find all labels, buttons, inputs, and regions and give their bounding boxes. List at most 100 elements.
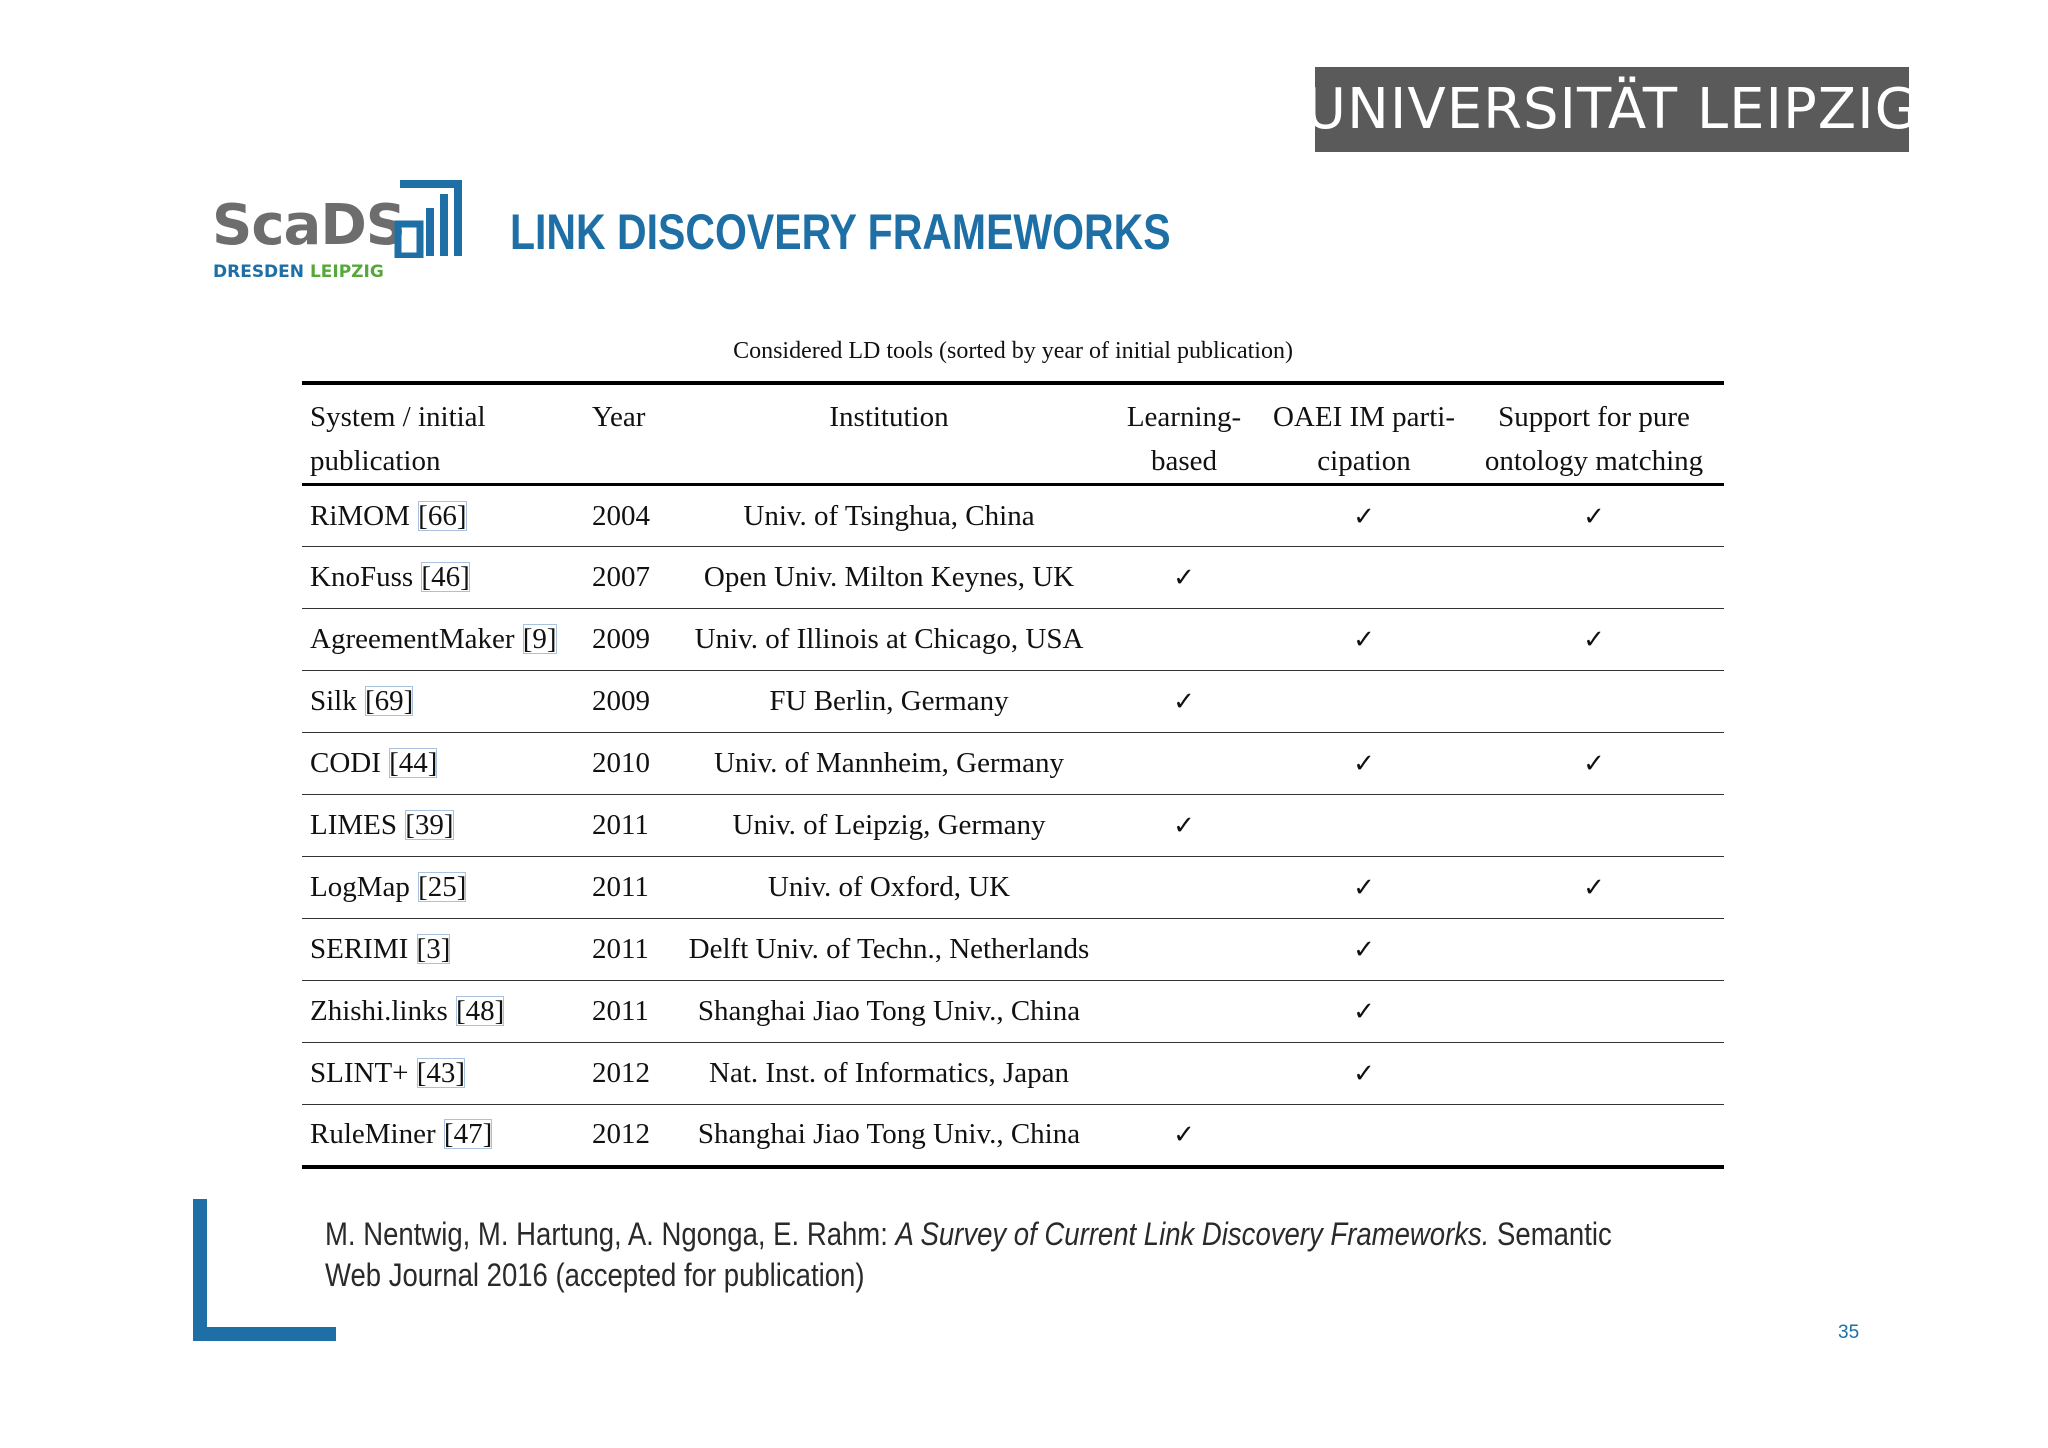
table-row: Zhishi.links [48] 2011 Shanghai Jiao Tong … (302, 980, 1724, 1043)
logo-wordmark: ScaDS (212, 193, 406, 258)
cell-year: 2004 (584, 484, 674, 547)
table-row: AgreementMaker [9] 2009 Univ. of Illinois … (302, 608, 1724, 671)
logo-sub-leipzig: LEIPZIG (309, 262, 384, 282)
reference-link: [44] (389, 747, 438, 779)
institution-value: FU Berlin, Germany (769, 685, 1009, 717)
logo-bars-icon (394, 180, 462, 258)
cell-oaei: ✓ (1264, 732, 1464, 795)
table-row: KnoFuss [46] 2007 Open Univ. Milton Keynes… (302, 546, 1724, 609)
cell-oaei: ✓ (1264, 1042, 1464, 1105)
table-row: Silk [69] 2009 FU Berlin, Germany ✓ (302, 670, 1724, 733)
cell-learning (1104, 1042, 1264, 1105)
table-header-row: System / initial publication Year Instit… (302, 383, 1724, 486)
check-icon: ✓ (1173, 563, 1195, 593)
system-name: AgreementMaker (310, 623, 515, 655)
cell-year: 2007 (584, 546, 674, 609)
year-value: 2011 (592, 809, 649, 841)
cell-institution: Univ. of Mannheim, Germany (674, 732, 1104, 795)
cell-institution: Shanghai Jiao Tong Univ., China (674, 980, 1104, 1043)
cell-year: 2011 (584, 918, 674, 981)
reference-link: [43] (416, 1057, 466, 1089)
header-oaei: OAEI IM parti- cipation (1264, 383, 1464, 486)
system-name: RuleMiner (310, 1118, 436, 1151)
citation-title: A Survey of Current Link Discovery Frame… (895, 1216, 1490, 1252)
cell-system: CODI [44] (302, 732, 584, 795)
cell-pure: ✓ (1464, 856, 1724, 919)
cell-system: LogMap [25] (302, 856, 584, 919)
check-icon: ✓ (1353, 935, 1375, 965)
scads-logo: ScaDS DRESDEN LEIPZIG (212, 178, 472, 288)
cell-system: SERIMI [3] (302, 918, 584, 981)
cell-pure (1464, 1042, 1724, 1105)
cell-pure (1464, 918, 1724, 981)
system-name: CODI (310, 747, 381, 779)
cell-year: 2009 (584, 608, 674, 671)
reference-link: [3] (416, 933, 451, 965)
cell-oaei: ✓ (1264, 484, 1464, 547)
reference-link: [66] (418, 499, 467, 532)
system-name: SLINT+ (310, 1057, 409, 1089)
cell-year: 2010 (584, 732, 674, 795)
cell-pure (1464, 546, 1724, 609)
header-learning: Learning- based (1104, 383, 1264, 486)
cell-pure (1464, 670, 1724, 733)
header-learning-line2: based (1150, 445, 1218, 477)
cell-year: 2009 (584, 670, 674, 733)
check-icon: ✓ (1353, 501, 1375, 532)
cell-system: RiMOM [66] (302, 484, 584, 547)
header-learning-line1: Learning- (1126, 401, 1242, 433)
institution-value: Nat. Inst. of Informatics, Japan (709, 1057, 1069, 1089)
reference-link: [48] (456, 995, 505, 1027)
check-icon: ✓ (1583, 501, 1605, 532)
reference-link: [39] (405, 809, 454, 841)
year-value: 2011 (592, 995, 649, 1027)
header-year: Year (584, 383, 674, 486)
citation-authors: M. Nentwig, M. Hartung, A. Ngonga, E. Ra… (325, 1216, 896, 1252)
cell-institution: Univ. of Tsinghua, China (674, 484, 1104, 547)
cell-pure: ✓ (1464, 484, 1724, 547)
table-row: SERIMI [3] 2011 Delft Univ. of Techn., Net… (302, 918, 1724, 981)
year-value: 2009 (592, 623, 650, 655)
check-icon: ✓ (1583, 749, 1605, 779)
check-icon: ✓ (1173, 687, 1195, 717)
check-icon: ✓ (1353, 749, 1375, 779)
year-value: 2012 (592, 1118, 650, 1151)
cell-institution: Nat. Inst. of Informatics, Japan (674, 1042, 1104, 1105)
year-value: 2010 (592, 747, 650, 779)
cell-system: KnoFuss [46] (302, 546, 584, 609)
year-value: 2011 (592, 871, 649, 903)
cell-system: SLINT+ [43] (302, 1042, 584, 1105)
institution-value: Univ. of Mannheim, Germany (713, 747, 1065, 779)
table-row: LIMES [39] 2011 Univ. of Leipzig, Germany ✓ (302, 794, 1724, 857)
cell-institution: FU Berlin, Germany (674, 670, 1104, 733)
cell-system: Silk [69] (302, 670, 584, 733)
table-row: RiMOM [66] 2004 Univ. of Tsinghua, China ✓ ✓ (302, 484, 1724, 547)
table-row: SLINT+ [43] 2012 Nat. Inst. of Informatics… (302, 1042, 1724, 1105)
cell-learning: ✓ (1104, 794, 1264, 857)
institution-value: Shanghai Jiao Tong Univ., China (697, 995, 1081, 1027)
cell-year: 2011 (584, 856, 674, 919)
bracket-decoration-vertical (193, 1199, 207, 1341)
header-pure-line1: Support for pure (1498, 401, 1690, 433)
header-pure-line2: ontology matching (1484, 445, 1704, 477)
check-icon: ✓ (1353, 1059, 1375, 1089)
cell-institution: Univ. of Leipzig, Germany (674, 794, 1104, 857)
reference-link: [25] (418, 871, 467, 903)
institution-value: Univ. of Illinois at Chicago, USA (694, 623, 1084, 655)
reference-link: [69] (365, 685, 414, 717)
reference-link: [9] (522, 623, 557, 655)
cell-oaei (1264, 546, 1464, 609)
university-banner: UNIVERSITÄT LEIPZIG (1305, 67, 1918, 152)
cell-institution: Univ. of Oxford, UK (674, 856, 1104, 919)
cell-system: LIMES [39] (302, 794, 584, 857)
cell-learning (1104, 732, 1264, 795)
cell-year: 2011 (584, 980, 674, 1043)
institution-value: Open Univ. Milton Keynes, UK (703, 561, 1075, 593)
year-value: 2007 (592, 561, 650, 593)
cell-system: RuleMiner [47] (302, 1105, 584, 1167)
cell-pure: ✓ (1464, 608, 1724, 671)
citation: M. Nentwig, M. Hartung, A. Ngonga, E. Ra… (325, 1214, 1615, 1296)
bracket-decoration-horizontal (193, 1327, 336, 1341)
institution-value: Univ. of Leipzig, Germany (732, 809, 1046, 841)
year-value: 2012 (592, 1057, 650, 1089)
